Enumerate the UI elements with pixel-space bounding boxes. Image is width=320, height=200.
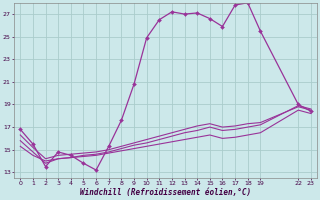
X-axis label: Windchill (Refroidissement éolien,°C): Windchill (Refroidissement éolien,°C) [80,188,251,197]
